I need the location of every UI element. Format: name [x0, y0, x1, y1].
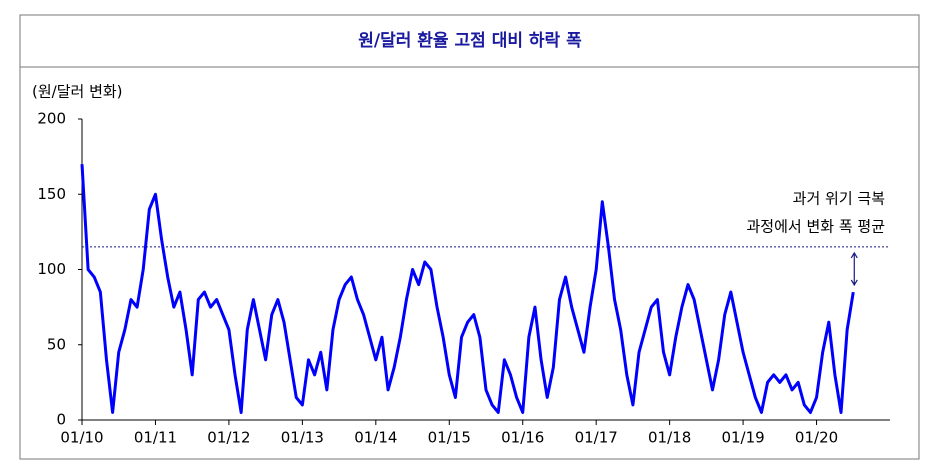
- data-line: [80, 164, 855, 414]
- annotation: 과정에서 변화 폭 평균: [746, 218, 885, 236]
- x-tick-label: 01/10: [60, 429, 103, 447]
- x-tick-label: 01/19: [721, 429, 764, 447]
- x-tick-label: 01/12: [207, 429, 250, 447]
- x-tick-label: 01/18: [648, 429, 691, 447]
- y-tick-label: 50: [47, 335, 66, 353]
- x-tick-label: 01/13: [281, 429, 324, 447]
- y-tick-label: 200: [37, 110, 66, 128]
- x-tick-label: 01/11: [134, 429, 177, 447]
- y-axis-label: (원/달러 변화): [32, 83, 123, 101]
- x-tick-label: 01/17: [575, 429, 618, 447]
- x-tick-label: 01/14: [354, 429, 397, 447]
- x-tick-label: 01/20: [795, 429, 838, 447]
- arrow: [850, 251, 858, 287]
- y-tick-label: 150: [37, 185, 66, 203]
- annotation: 과거 위기 극복: [793, 190, 885, 208]
- x-tick-label: 01/15: [428, 429, 471, 447]
- frame: [19, 14, 920, 460]
- y-tick-label: 0: [56, 411, 66, 429]
- y-tick-label: 100: [37, 260, 66, 278]
- chart-title: 원/달러 환율 고점 대비 하락 폭: [358, 30, 582, 51]
- x-tick-label: 01/16: [501, 429, 544, 447]
